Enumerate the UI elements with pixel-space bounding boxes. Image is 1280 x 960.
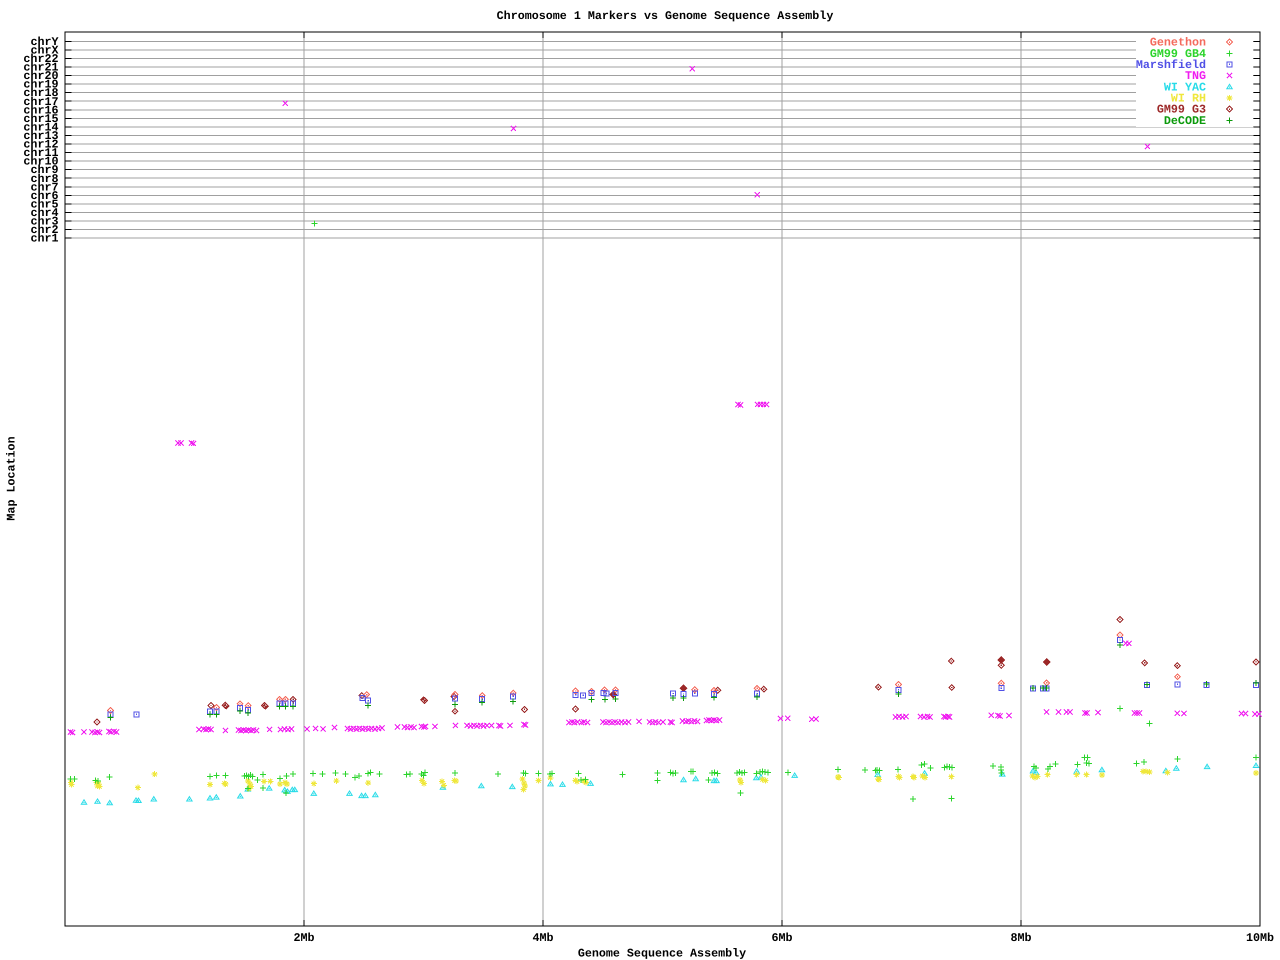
svg-text:WI RH: WI RH xyxy=(1171,92,1206,106)
svg-text:chrX: chrX xyxy=(30,44,59,58)
svg-text:chr7: chr7 xyxy=(30,180,58,194)
svg-text:chr14: chr14 xyxy=(23,121,58,135)
svg-text:chr3: chr3 xyxy=(30,215,58,229)
svg-text:Genome Sequence Assembly: Genome Sequence Assembly xyxy=(578,947,746,960)
svg-text:4Mb: 4Mb xyxy=(532,931,553,945)
svg-text:Genethon: Genethon xyxy=(1150,36,1206,50)
svg-text:Chromosome 1 Markers vs Genome: Chromosome 1 Markers vs Genome Sequence … xyxy=(497,9,834,23)
svg-text:WI YAC: WI YAC xyxy=(1164,80,1206,94)
svg-text:chrY: chrY xyxy=(30,35,58,49)
svg-text:chr18: chr18 xyxy=(23,86,58,100)
svg-text:chr13: chr13 xyxy=(23,129,58,143)
svg-text:chr12: chr12 xyxy=(23,138,58,152)
svg-text:8Mb: 8Mb xyxy=(1010,931,1031,945)
svg-text:chr20: chr20 xyxy=(23,69,58,83)
svg-text:chr5: chr5 xyxy=(30,198,58,212)
svg-text:DeCODE: DeCODE xyxy=(1164,114,1206,128)
svg-text:TNG: TNG xyxy=(1185,69,1206,83)
svg-text:chr11: chr11 xyxy=(23,146,58,160)
svg-text:Map Location: Map Location xyxy=(5,436,19,520)
svg-text:GM99 GB4: GM99 GB4 xyxy=(1150,47,1206,61)
svg-text:chr21: chr21 xyxy=(23,61,58,75)
svg-text:chr17: chr17 xyxy=(23,95,58,109)
svg-text:chr6: chr6 xyxy=(30,189,58,203)
svg-text:chr8: chr8 xyxy=(30,172,58,186)
svg-text:GM99 G3: GM99 G3 xyxy=(1157,103,1206,117)
svg-text:6Mb: 6Mb xyxy=(771,931,792,945)
svg-text:chr16: chr16 xyxy=(23,103,58,117)
svg-text:2Mb: 2Mb xyxy=(293,931,314,945)
svg-text:chr10: chr10 xyxy=(23,155,58,169)
svg-text:chr2: chr2 xyxy=(30,223,58,237)
svg-text:chr22: chr22 xyxy=(23,52,58,66)
svg-text:10Mb: 10Mb xyxy=(1246,931,1274,945)
svg-text:chr1: chr1 xyxy=(30,232,58,246)
svg-text:Marshfield: Marshfield xyxy=(1136,58,1206,72)
svg-text:chr9: chr9 xyxy=(30,163,58,177)
svg-text:chr4: chr4 xyxy=(30,206,58,220)
svg-text:chr15: chr15 xyxy=(23,112,58,126)
svg-text:chr19: chr19 xyxy=(23,78,58,92)
